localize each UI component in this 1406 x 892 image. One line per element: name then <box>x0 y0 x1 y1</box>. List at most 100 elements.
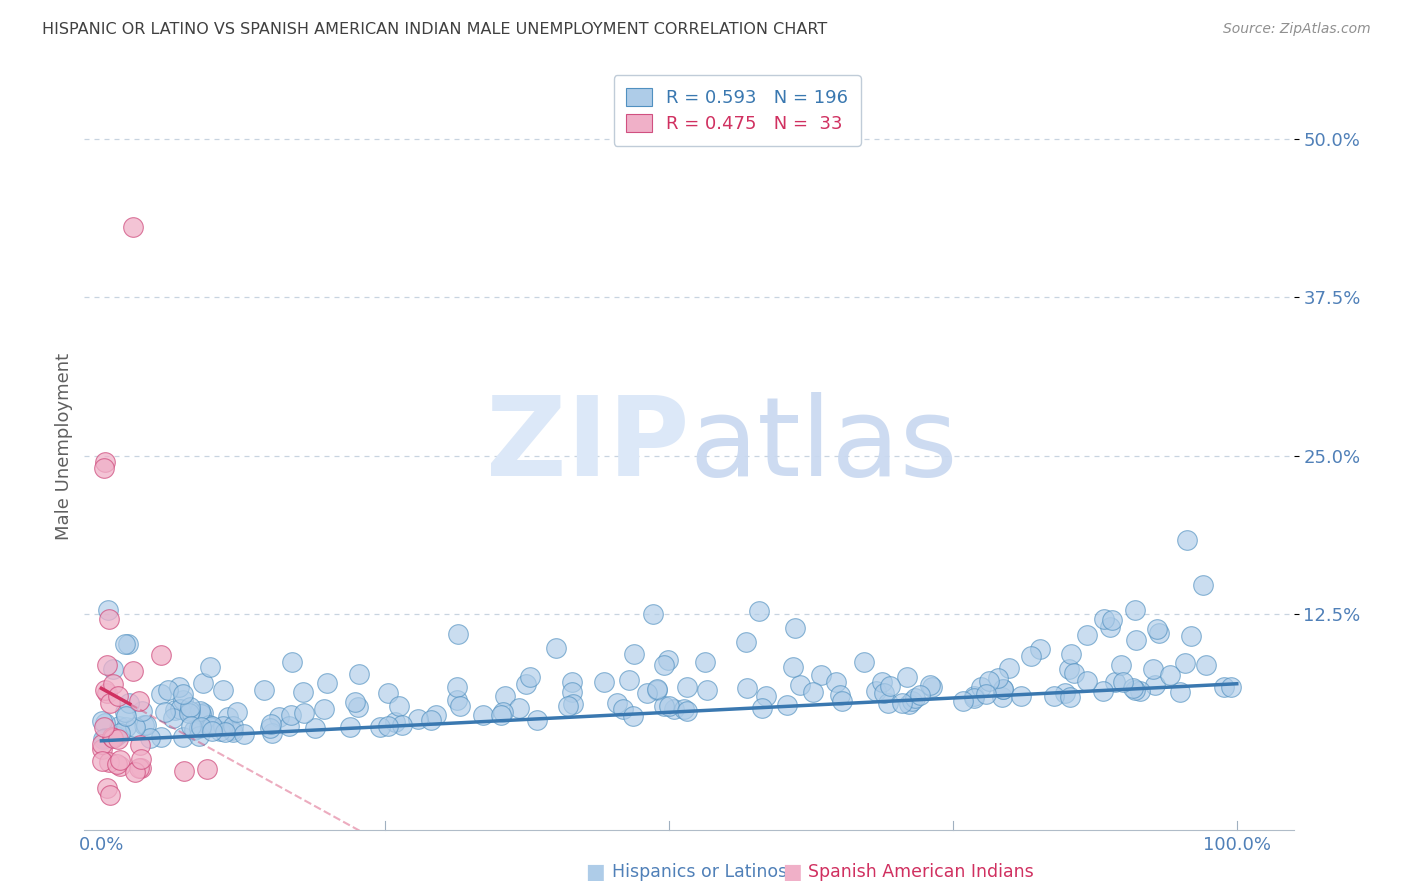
Point <box>115 709 138 723</box>
Point <box>508 701 530 715</box>
Point <box>346 700 368 714</box>
Point <box>100 696 122 710</box>
Point <box>200 720 222 734</box>
Point <box>1109 657 1132 672</box>
Point <box>446 692 468 706</box>
Point <box>260 726 283 740</box>
Point <box>188 729 211 743</box>
Point <box>97 602 120 616</box>
Point <box>1122 681 1144 695</box>
Point <box>344 695 367 709</box>
Point <box>1076 627 1098 641</box>
Point <box>1129 684 1152 698</box>
Point <box>259 721 281 735</box>
Point <box>124 765 146 780</box>
Point <box>751 701 773 715</box>
Point <box>1142 662 1164 676</box>
Text: HISPANIC OR LATINO VS SPANISH AMERICAN INDIAN MALE UNEMPLOYMENT CORRELATION CHAR: HISPANIC OR LATINO VS SPANISH AMERICAN I… <box>42 22 827 37</box>
Point <box>90 714 112 729</box>
Point <box>963 689 986 703</box>
Point <box>612 702 634 716</box>
Point <box>425 707 447 722</box>
Point <box>673 701 696 715</box>
Point <box>201 724 224 739</box>
Point <box>987 671 1010 685</box>
Point <box>122 220 145 235</box>
Point <box>190 719 212 733</box>
Point <box>291 685 314 699</box>
Point <box>617 673 640 687</box>
Point <box>1174 656 1197 670</box>
Y-axis label: Male Unemployment: Male Unemployment <box>55 352 73 540</box>
Point <box>873 685 896 699</box>
Point <box>93 461 115 475</box>
Point <box>153 705 176 719</box>
Point <box>1076 674 1098 689</box>
Point <box>876 697 898 711</box>
Point <box>128 738 150 752</box>
Point <box>377 719 399 733</box>
Point <box>1060 647 1083 661</box>
Point <box>101 731 124 745</box>
Point <box>515 677 537 691</box>
Point <box>280 708 302 723</box>
Point <box>91 731 114 746</box>
Point <box>652 699 675 714</box>
Point <box>150 687 173 701</box>
Point <box>139 731 162 745</box>
Point <box>977 673 1000 688</box>
Legend: R = 0.593   N = 196, R = 0.475   N =  33: R = 0.593 N = 196, R = 0.475 N = 33 <box>614 75 860 145</box>
Point <box>253 683 276 698</box>
Point <box>662 702 685 716</box>
Point <box>1092 612 1115 626</box>
Point <box>1146 622 1168 636</box>
Point <box>193 676 215 690</box>
Point <box>1104 675 1126 690</box>
Point <box>748 604 770 618</box>
Point <box>93 720 115 734</box>
Point <box>991 681 1014 696</box>
Point <box>1220 680 1243 694</box>
Point <box>1123 603 1146 617</box>
Point <box>1125 682 1147 697</box>
Point <box>292 706 315 720</box>
Point <box>891 696 914 710</box>
Point <box>447 627 470 641</box>
Point <box>734 635 756 649</box>
Point <box>281 655 304 669</box>
Point <box>963 691 986 706</box>
Point <box>98 755 121 769</box>
Point <box>825 675 848 690</box>
Point <box>830 689 852 703</box>
Point <box>494 690 516 704</box>
Point <box>167 681 190 695</box>
Point <box>117 637 139 651</box>
Point <box>782 660 804 674</box>
Point <box>368 720 391 734</box>
Point <box>641 607 664 622</box>
Point <box>489 708 512 723</box>
Point <box>998 661 1021 675</box>
Point <box>222 718 245 732</box>
Point <box>91 742 114 756</box>
Point <box>831 694 853 708</box>
Point <box>96 657 118 672</box>
Point <box>1144 678 1167 692</box>
Point <box>131 752 153 766</box>
Point <box>101 662 124 676</box>
Point <box>90 754 112 768</box>
Point <box>776 698 799 713</box>
Point <box>197 762 219 776</box>
Point <box>260 716 283 731</box>
Point <box>169 702 191 716</box>
Point <box>1125 633 1147 648</box>
Point <box>100 789 122 803</box>
Point <box>652 657 675 672</box>
Point <box>162 711 184 725</box>
Point <box>755 689 778 703</box>
Point <box>149 730 172 744</box>
Point <box>993 681 1015 696</box>
Point <box>606 696 628 710</box>
Point <box>304 722 326 736</box>
Point <box>557 699 579 714</box>
